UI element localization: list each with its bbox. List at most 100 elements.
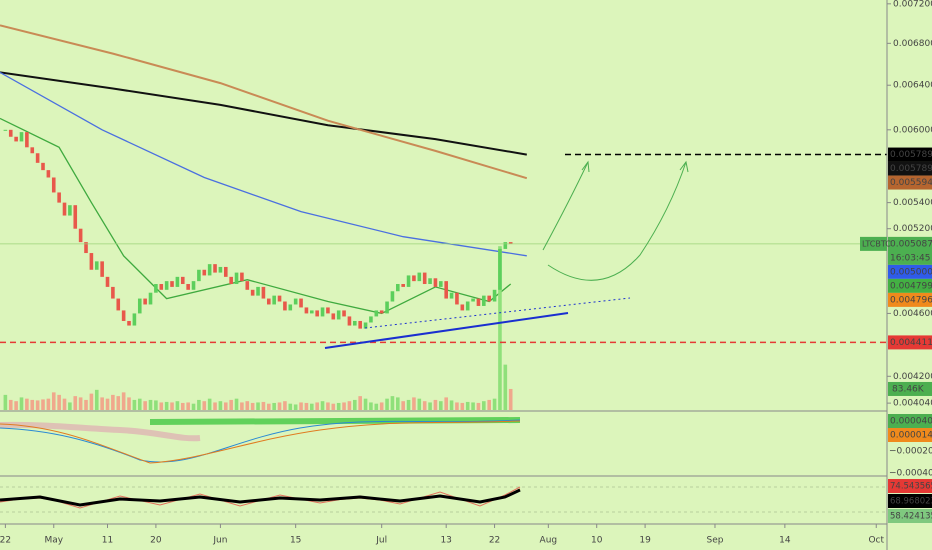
candle-body bbox=[121, 310, 126, 321]
symbol-tag bbox=[860, 236, 887, 251]
x-tick-label: Jul bbox=[375, 536, 387, 546]
candle-body bbox=[401, 284, 405, 287]
volume-bar bbox=[207, 398, 212, 410]
volume-bar bbox=[3, 394, 8, 410]
candle-body bbox=[326, 307, 330, 314]
volume-bar bbox=[197, 399, 201, 410]
macd-tick-label: −0.000200 bbox=[889, 447, 932, 457]
x-tick-label: 10 bbox=[591, 536, 603, 546]
candle-body bbox=[358, 320, 362, 329]
price-tag-label: 0.005594 bbox=[890, 178, 932, 188]
candle-body bbox=[159, 284, 164, 290]
x-tick-label: 19 bbox=[639, 536, 651, 546]
volume-bar bbox=[401, 401, 405, 410]
volume-bar bbox=[498, 246, 502, 410]
volume-bar bbox=[331, 403, 336, 410]
volume-bar bbox=[250, 402, 255, 410]
candle-body bbox=[164, 281, 169, 290]
candle-body bbox=[127, 320, 131, 326]
volume-bar bbox=[326, 402, 330, 410]
x-tick-label: May bbox=[44, 536, 63, 546]
drawings bbox=[324, 160, 689, 349]
candle-body bbox=[277, 295, 282, 302]
candle-body bbox=[78, 228, 83, 243]
candle-body bbox=[175, 276, 180, 287]
y-tick-label: 0.005200 bbox=[893, 224, 932, 234]
volume-bar bbox=[41, 399, 45, 410]
candle-body bbox=[422, 272, 427, 285]
candle-body bbox=[293, 298, 298, 305]
price-tag bbox=[888, 236, 932, 265]
volume-bar bbox=[315, 402, 319, 410]
osc-tag-label: 58.424135 bbox=[890, 512, 932, 522]
volume-bar bbox=[78, 397, 83, 410]
volume-bar bbox=[137, 398, 142, 410]
x-tick-label: 22 bbox=[0, 536, 11, 546]
price-tag-label: 0.005000 bbox=[890, 267, 932, 277]
volume-bar bbox=[293, 404, 298, 410]
indicator-line bbox=[0, 24, 528, 180]
volume-bar bbox=[100, 397, 104, 410]
candle-body bbox=[299, 298, 303, 308]
volume-bar bbox=[68, 402, 72, 410]
volume-bar bbox=[390, 396, 395, 410]
candle-body bbox=[202, 269, 207, 276]
x-tick-label: Sep bbox=[706, 536, 723, 546]
candle-body bbox=[100, 261, 104, 277]
x-tick-label: Aug bbox=[540, 536, 558, 546]
volume-bar bbox=[180, 402, 185, 410]
y-tick-label: 0.004040 bbox=[893, 399, 932, 409]
price-tag bbox=[888, 264, 932, 279]
volume-bar bbox=[229, 399, 233, 410]
volume-bar bbox=[503, 364, 508, 410]
volume-bar bbox=[223, 402, 228, 410]
osc-tag bbox=[888, 494, 932, 508]
candle-body bbox=[14, 136, 18, 142]
candle-body bbox=[170, 281, 174, 287]
volume-bar bbox=[358, 396, 362, 410]
osc-tag-label: 68.968023 bbox=[890, 497, 932, 507]
volume-bar bbox=[508, 388, 513, 410]
volume-bar bbox=[288, 403, 293, 410]
volume-bar bbox=[240, 402, 244, 410]
volume-bar bbox=[465, 401, 470, 410]
volume-bar bbox=[202, 401, 207, 410]
candle-body bbox=[191, 281, 196, 290]
volume-bar bbox=[412, 397, 416, 410]
volume-bar bbox=[170, 402, 174, 410]
volume-bar bbox=[266, 403, 271, 410]
candle-body bbox=[41, 162, 45, 171]
volume-bar bbox=[111, 394, 115, 410]
candle-body bbox=[385, 301, 389, 314]
volume-bar bbox=[309, 403, 314, 410]
volume-bar bbox=[116, 396, 121, 410]
volume-bar bbox=[336, 402, 341, 410]
volume-bar bbox=[320, 401, 325, 410]
candle-body bbox=[234, 272, 239, 285]
volume-bar bbox=[30, 399, 35, 410]
volume-bar bbox=[35, 400, 40, 410]
macd-tag-label: 0.000040 bbox=[890, 417, 932, 427]
candle-body bbox=[455, 292, 459, 305]
volume-bar bbox=[62, 398, 67, 410]
candle-body bbox=[89, 253, 94, 270]
volume-bar bbox=[261, 401, 266, 410]
x-tick-label: 14 bbox=[779, 536, 791, 546]
symbol-label: LTCBTC bbox=[862, 239, 891, 248]
volume-bar bbox=[132, 399, 137, 410]
candle-body bbox=[449, 292, 454, 299]
volume-bar bbox=[482, 401, 486, 410]
candle-body bbox=[369, 316, 373, 323]
volume-bar bbox=[342, 402, 346, 410]
candle-body bbox=[304, 307, 309, 314]
volume-bar bbox=[213, 402, 217, 410]
price-tag bbox=[888, 292, 932, 307]
volume-bar bbox=[143, 401, 147, 410]
candle-body bbox=[154, 284, 158, 293]
candle-body bbox=[245, 281, 250, 290]
candle-body bbox=[342, 310, 346, 317]
y-tick-label: 0.007200 bbox=[893, 0, 932, 9]
volume-bar bbox=[428, 402, 432, 410]
